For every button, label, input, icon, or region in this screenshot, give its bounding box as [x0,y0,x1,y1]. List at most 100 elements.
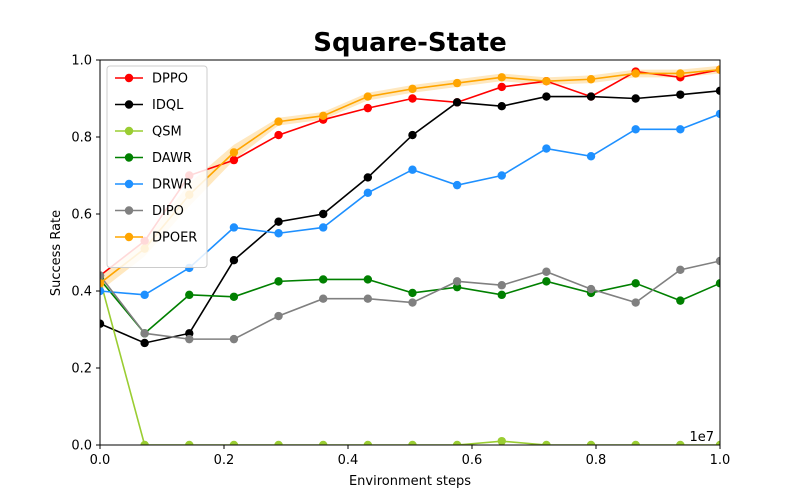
series-idql-point [140,338,149,348]
series-dpoer-point [497,73,506,82]
plot-area [100,65,720,445]
series-drwr-point [497,171,506,180]
series-dipo-point [676,265,685,275]
plot-frame [99,59,721,446]
x-tick-label: 0.8 [586,453,607,468]
series-drwr-point [408,165,417,174]
series-dawr-point [274,277,283,286]
series-idql-point [319,209,328,219]
legend-label: DPPO [152,72,188,87]
series-dipo-point [542,267,551,276]
series-dpoer-point [229,148,239,157]
series-qsm-point [452,440,462,445]
y-axis-label: Success Rate [49,210,64,296]
series-qsm-point [408,440,417,445]
y-tick-label: 0.6 [71,208,92,223]
legend-label: DPOER [152,231,197,246]
series-idql-point [274,217,283,226]
series-drwr-point [586,152,596,161]
series-qsm-point [676,440,685,445]
legend-label: IDQL [152,98,184,113]
series-dppo-point [497,82,506,92]
series-drwr-point [631,125,640,134]
series-dppo-point [274,130,283,140]
series-drwr-point [715,109,720,119]
series-dpoer-point [408,84,417,94]
series-qsm-point [274,440,283,445]
y-tick-label: 0.0 [71,439,92,454]
series-dawr-point [715,279,720,288]
series-dpoer-point [631,69,640,78]
series-dipo-point [100,271,105,280]
series-drwr-point [140,290,149,300]
series-qsm-point [715,440,720,445]
series-dipo-point [229,334,239,344]
series-dipo [100,256,720,344]
x-tick-label: 0.6 [462,453,483,468]
series-qsm-point [497,436,506,445]
y-tick-label: 0.8 [71,131,92,146]
x-tick-label: 0.4 [338,453,359,468]
series-dppo-point [229,155,239,165]
legend-marker [124,206,134,215]
series-idql-point [676,90,685,99]
series-dawr-point [363,275,373,284]
legend-marker [124,100,134,109]
legend-item-dipo: DIPO [115,204,184,219]
series-idql-point [631,94,640,103]
series-dpoer-point [715,65,720,74]
series-qsm-point [140,440,149,445]
series-dpoer-point [274,117,283,126]
series-dpoer-point [319,111,328,121]
series-idql-point [363,173,373,182]
axes: 0.0 0.2 0.4 0.6 0.8 1.0 0.0 0.2 0.4 0.6 0.8 1.0 [71,54,730,469]
legend-label: DRWR [152,178,192,193]
series-dawr-point [631,279,640,288]
series-qsm-point [363,440,373,445]
series-drwr-point [363,188,373,198]
y-tick-label: 0.4 [71,285,92,300]
series-dpoer-point [676,69,685,78]
legend-item-dppo: DPPO [115,72,188,87]
x-axis-label: Environment steps [349,474,471,489]
series-dawr-point [185,290,194,300]
series-drwr-point [319,223,328,232]
series-dipo-point [185,334,194,344]
series-idql-point [586,92,596,101]
legend-label: DIPO [152,204,184,219]
series-qsm-point [185,440,194,445]
series-dipo-point [274,311,283,321]
x-tick-label: 0.2 [214,453,235,468]
series-dpoer-point [542,76,551,86]
series-dawr-point [542,277,551,286]
chart-title: Square-State [313,28,506,58]
legend-item-idql: IDQL [115,98,184,113]
legend-label: DAWR [152,151,192,166]
series-dipo-point [715,256,720,266]
legend-item-drwr: DRWR [115,178,192,193]
legend-item-qsm: QSM [115,125,182,140]
legend-marker [124,179,134,189]
series-idql-point [408,130,417,140]
series-qsm-point [319,440,328,445]
series-drwr-point [229,223,239,232]
series-dawr-point [676,296,685,305]
series-dawr-point [319,275,328,284]
series-dipo-point [452,277,462,286]
series-dppo-point [363,103,373,113]
legend: DPPO IDQL QSM DAWR DRWR DIPO DPOER [106,65,208,268]
series-idql-point [185,329,194,338]
series-dawr-point [229,292,239,301]
legend-label: QSM [152,125,182,140]
y-tick-label: 0.2 [71,362,92,377]
series-drwr-point [676,125,685,134]
legend-marker [124,73,134,83]
series-idql-point [452,98,462,107]
series-idql-point [100,319,105,328]
legend-marker [124,232,134,242]
series-idql-point [497,102,506,111]
legend-item-dawr: DAWR [115,151,192,166]
x-tick-label: 0.0 [90,453,111,468]
series-dpoer-point [586,75,596,84]
series-dawr-point [497,290,506,300]
